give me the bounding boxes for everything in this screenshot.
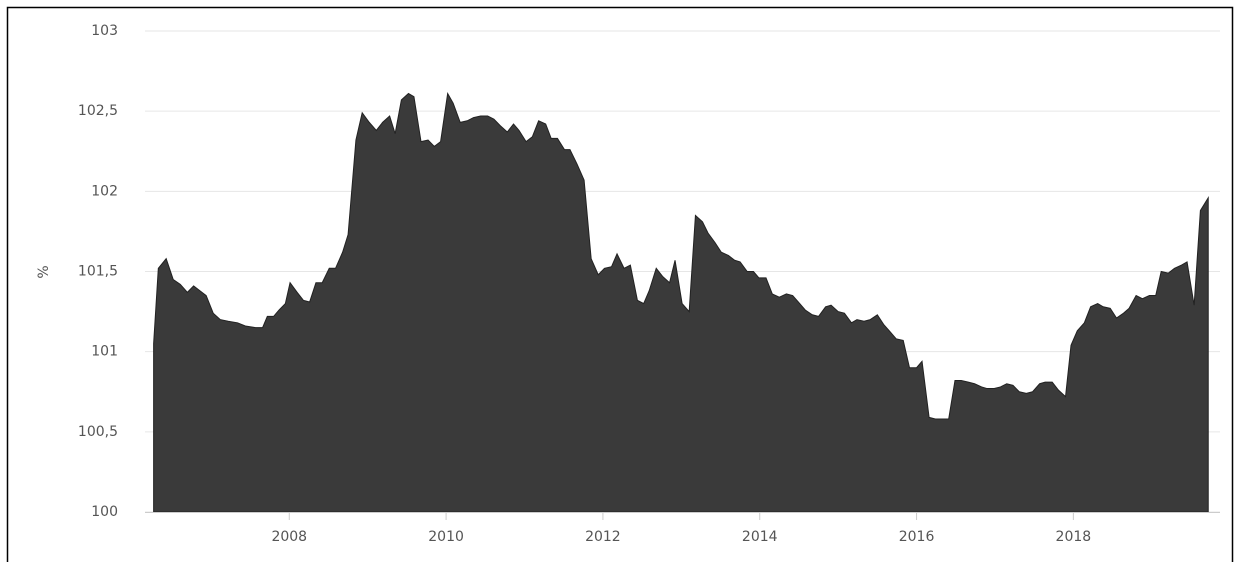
x-tick-label: 2008: [271, 529, 307, 545]
y-tick-label: 102,5: [78, 103, 118, 119]
area: [153, 92, 1209, 513]
y-tick-label: 103: [91, 23, 118, 39]
x-tick-label: 2012: [585, 529, 621, 545]
x-tick-label: 2018: [1056, 529, 1092, 545]
y-tick-label: 100: [91, 504, 118, 520]
y-tick-label: 100,5: [78, 424, 118, 440]
y-tick-label: 101,5: [78, 264, 118, 280]
x-tick-label: 2014: [742, 529, 778, 545]
frame: [6, 6, 1234, 562]
x-tick-label: 2010: [428, 529, 464, 545]
x-tick-label: 2016: [899, 529, 935, 545]
y-axis-label: %: [36, 265, 52, 278]
y-tick-label: 101: [91, 344, 118, 360]
y-tick-label: 102: [91, 183, 118, 199]
